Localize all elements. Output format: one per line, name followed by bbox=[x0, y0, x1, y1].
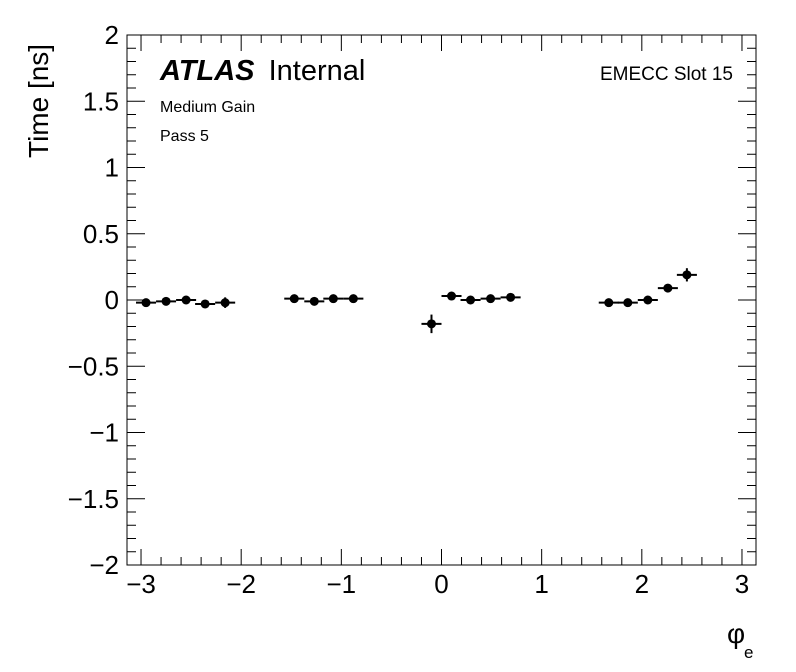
data-point bbox=[323, 294, 344, 304]
point-marker bbox=[604, 298, 614, 308]
point-marker bbox=[200, 299, 210, 309]
point-marker bbox=[623, 298, 633, 308]
data-point bbox=[421, 314, 442, 334]
y-tick-label: 2 bbox=[105, 20, 119, 50]
point-marker bbox=[506, 292, 516, 302]
data-point bbox=[195, 299, 216, 309]
y-tick-label: 0 bbox=[105, 285, 119, 315]
point-marker bbox=[447, 291, 457, 301]
x-tick-label: −1 bbox=[327, 569, 357, 599]
x-tick-label: 3 bbox=[735, 569, 749, 599]
x-tick-label: 1 bbox=[534, 569, 548, 599]
data-point bbox=[676, 268, 697, 282]
y-tick-label: 1 bbox=[105, 153, 119, 183]
point-marker bbox=[289, 294, 299, 304]
data-point bbox=[304, 296, 325, 306]
data-point bbox=[617, 298, 638, 308]
data-points bbox=[136, 268, 697, 334]
internal-label: Internal bbox=[269, 55, 366, 87]
data-point bbox=[480, 294, 501, 304]
gain-label: Medium Gain bbox=[160, 99, 255, 116]
point-marker bbox=[161, 296, 171, 306]
point-marker bbox=[466, 295, 476, 305]
pass-label: Pass 5 bbox=[160, 128, 209, 145]
point-marker bbox=[663, 283, 673, 293]
point-marker bbox=[643, 295, 653, 305]
svg-text:ATLAS Internal: ATLAS Internal bbox=[159, 55, 365, 87]
point-marker bbox=[181, 295, 191, 305]
point-marker bbox=[309, 296, 319, 306]
y-tick-label: 0.5 bbox=[83, 219, 119, 249]
point-marker bbox=[682, 270, 692, 280]
data-point bbox=[460, 295, 481, 305]
data-point bbox=[500, 292, 521, 302]
region-label: EMECC Slot 15 bbox=[600, 64, 733, 85]
y-axis-label: Time [ns] bbox=[23, 44, 54, 158]
data-point bbox=[156, 296, 177, 306]
point-marker bbox=[141, 298, 151, 308]
point-marker bbox=[220, 298, 230, 308]
data-point bbox=[343, 294, 364, 304]
point-marker bbox=[426, 319, 436, 329]
point-marker bbox=[348, 294, 358, 304]
x-tick-label: 2 bbox=[635, 569, 649, 599]
data-point bbox=[284, 294, 305, 304]
y-tick-label: −0.5 bbox=[68, 351, 119, 381]
x-axis-label: φ bbox=[727, 618, 745, 649]
x-axis-label-subscript: e bbox=[744, 643, 753, 662]
y-tick-label: −2 bbox=[89, 550, 119, 580]
data-point bbox=[657, 283, 678, 293]
axis-ticks: −3 −2 −1 0 1 2 3−2−1.5−1−0.500.511.52 bbox=[68, 20, 756, 599]
point-marker bbox=[486, 294, 496, 304]
x-tick-label: 0 bbox=[434, 569, 448, 599]
data-point bbox=[136, 298, 157, 308]
data-point bbox=[215, 297, 236, 308]
x-tick-label: −3 bbox=[126, 569, 156, 599]
data-point bbox=[176, 295, 197, 305]
data-point bbox=[637, 295, 658, 305]
y-tick-label: 1.5 bbox=[83, 86, 119, 116]
atlas-label: ATLAS bbox=[159, 55, 255, 87]
y-tick-label: −1 bbox=[89, 418, 119, 448]
x-tick-label: −2 bbox=[226, 569, 256, 599]
y-tick-label: −1.5 bbox=[68, 484, 119, 514]
point-marker bbox=[328, 294, 338, 304]
data-point bbox=[598, 298, 619, 308]
data-point bbox=[441, 291, 462, 301]
